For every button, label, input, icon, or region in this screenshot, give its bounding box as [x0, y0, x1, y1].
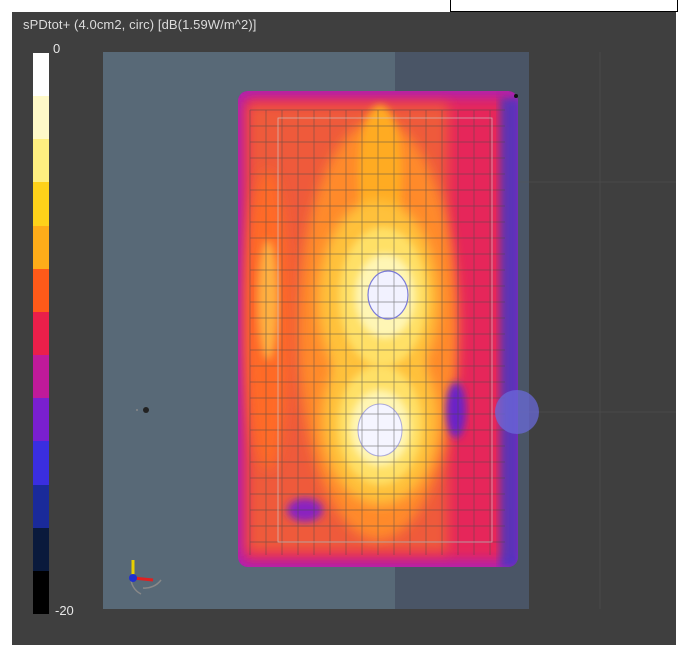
colorbar-swatch [33, 182, 49, 226]
colorbar-swatch [33, 53, 49, 97]
colorbar-swatch [33, 96, 49, 140]
colorbar-swatch [33, 355, 49, 399]
contour-upper [367, 270, 409, 320]
colorbar-min-label: -20 [55, 603, 74, 618]
contour-lower [357, 403, 403, 457]
colorbar-swatch [33, 570, 49, 615]
field-plot[interactable] [12, 12, 676, 645]
point-marker [143, 407, 149, 413]
viewport-3d[interactable] [12, 12, 676, 645]
field-distribution [238, 91, 518, 567]
measurement-grid [249, 109, 505, 555]
colorbar [33, 53, 49, 615]
quantity-title: sPDtot+ (4.0cm2, circ) [dB(1.59W/m^2)] [23, 17, 257, 32]
colorbar-swatch [33, 484, 49, 528]
probe-marker[interactable] [495, 390, 539, 434]
colorbar-swatch [33, 441, 49, 485]
colorbar-swatch [33, 268, 49, 312]
antenna-outline [277, 117, 493, 543]
inset-box [450, 0, 678, 12]
colorbar-max-label: 0 [53, 41, 61, 56]
colorbar-swatch [33, 398, 49, 442]
corner-marker [514, 94, 518, 98]
colorbar-swatch [33, 139, 49, 183]
colorbar-swatch [33, 527, 49, 571]
xyz-axis-triad-icon[interactable] [129, 560, 162, 595]
point-marker-2 [136, 409, 138, 411]
colorbar-swatch [33, 311, 49, 356]
colorbar-swatch [33, 225, 49, 269]
